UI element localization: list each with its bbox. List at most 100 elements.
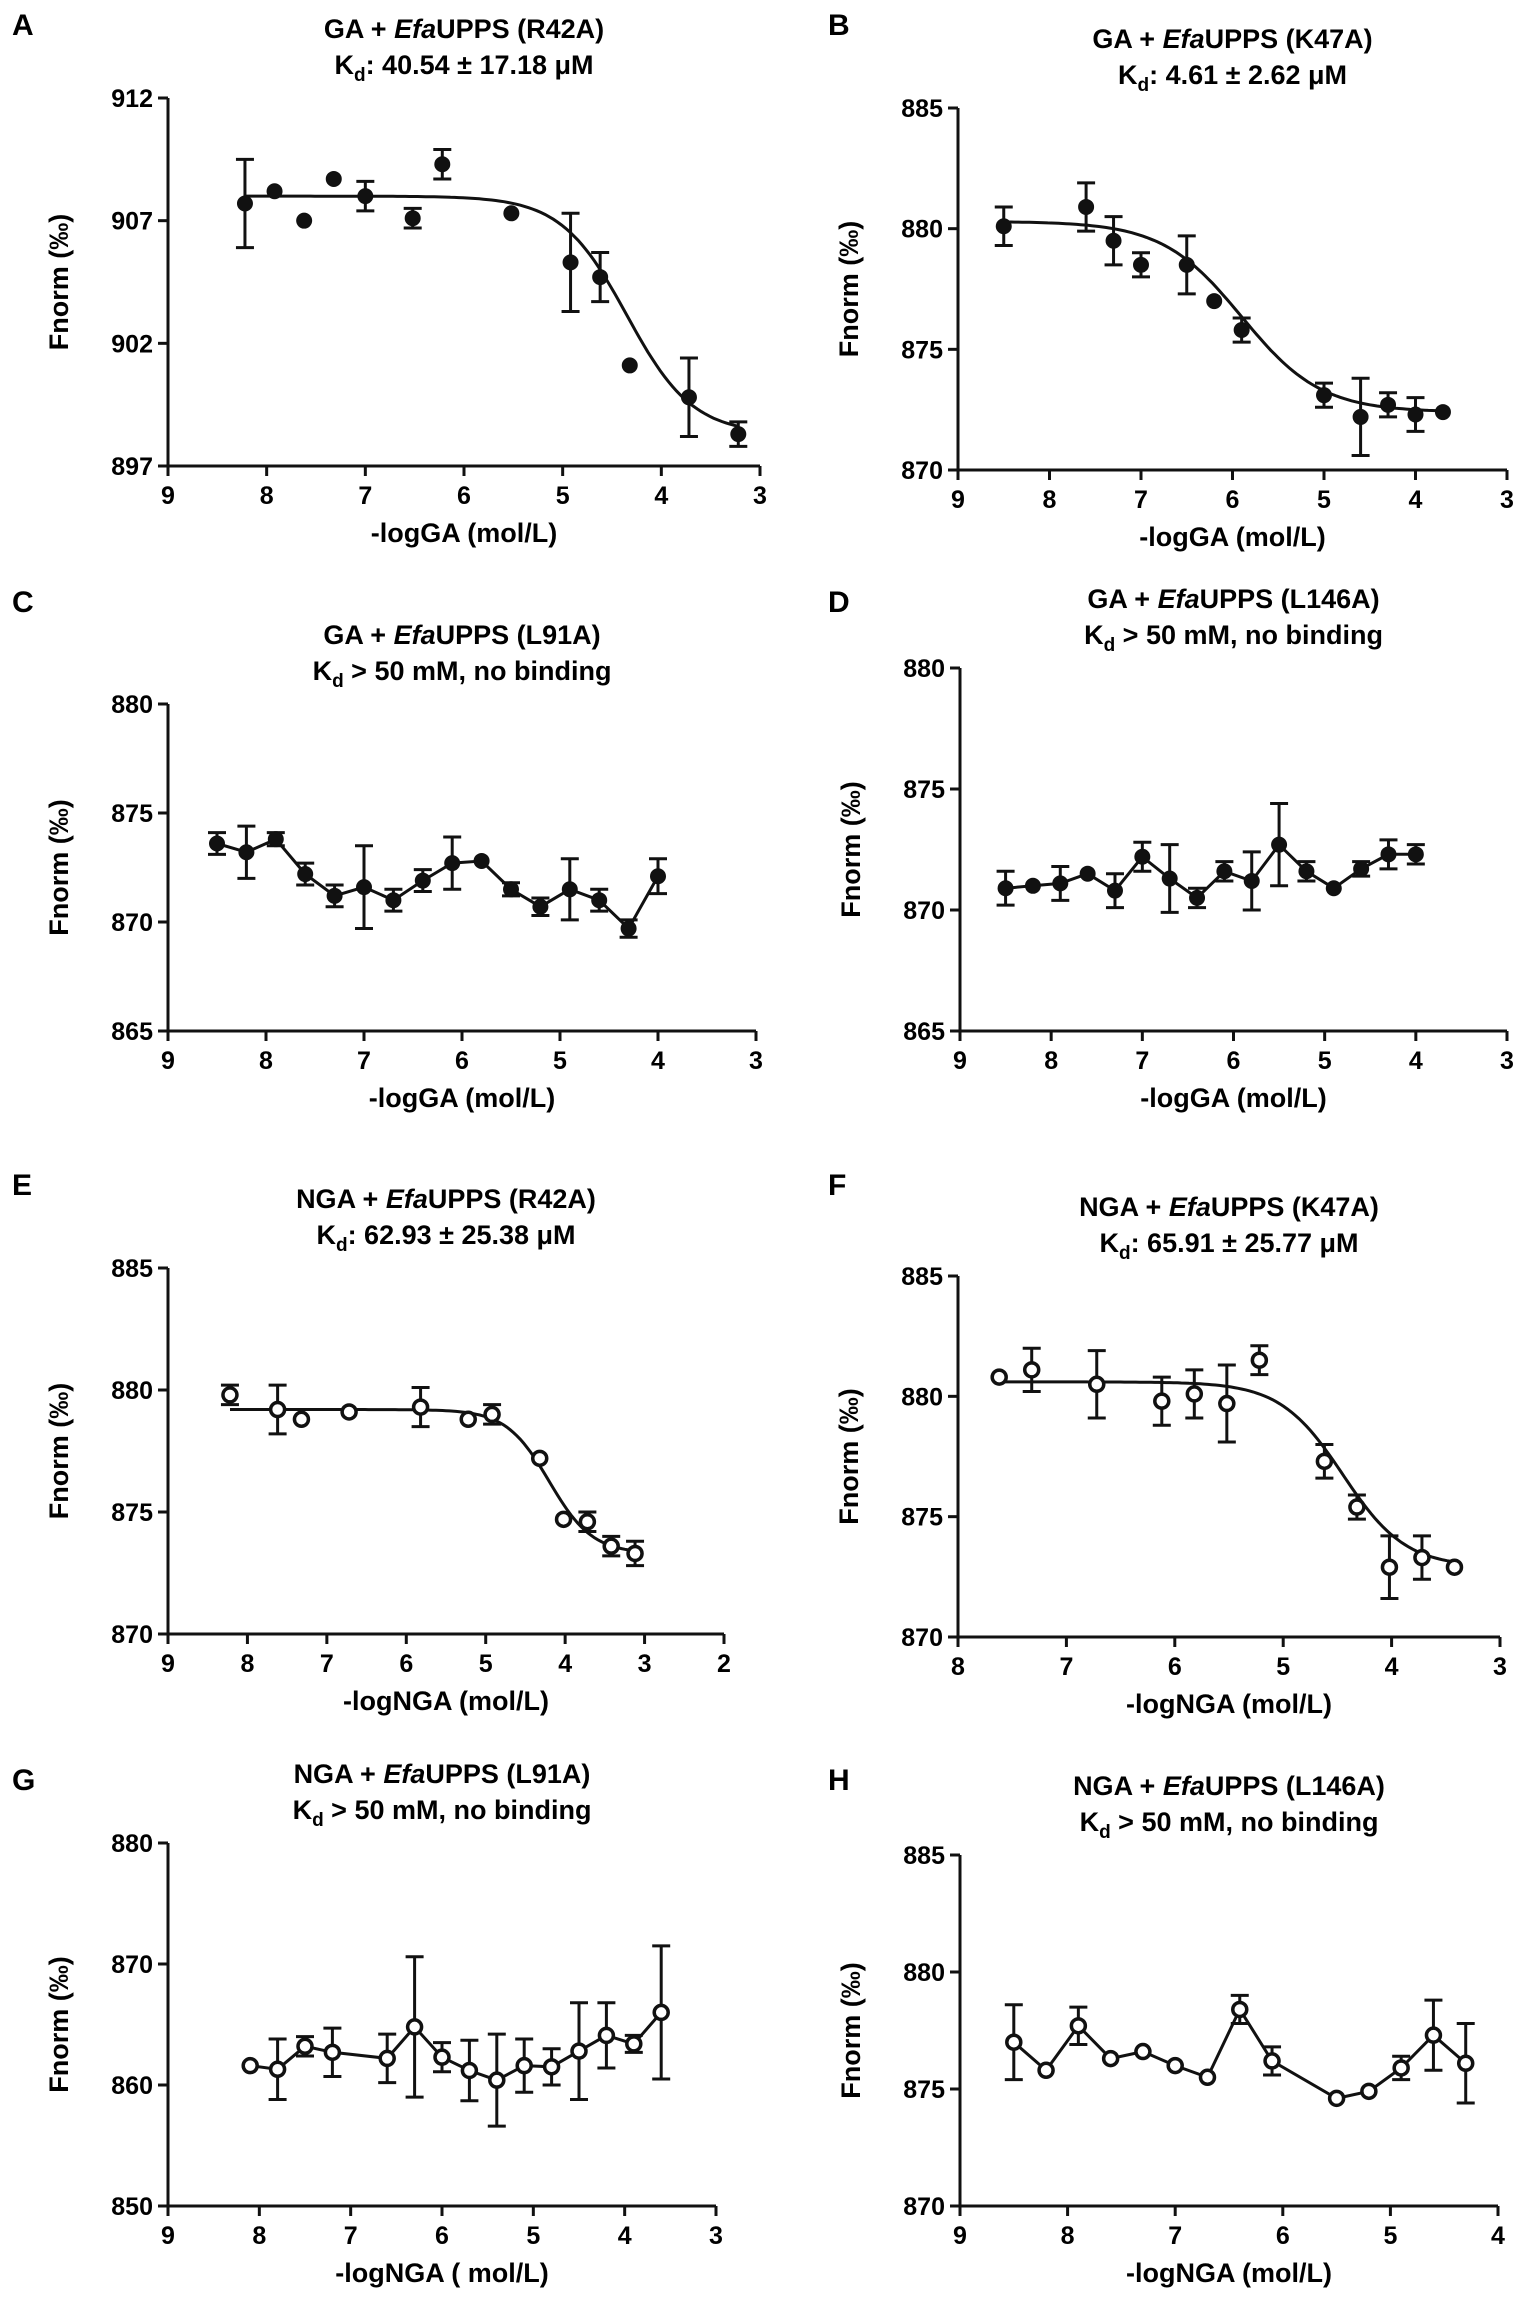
series-line bbox=[1005, 842, 1416, 900]
x-tick-label: 5 bbox=[1383, 2222, 1397, 2250]
data-point bbox=[650, 868, 666, 885]
data-point bbox=[532, 898, 549, 915]
data-point bbox=[621, 357, 638, 374]
data-point bbox=[1153, 1392, 1171, 1410]
y-tick-label: 880 bbox=[111, 691, 153, 719]
x-tick-label: 6 bbox=[455, 1047, 469, 1075]
x-tick-label: 4 bbox=[618, 2222, 632, 2250]
data-point bbox=[434, 156, 451, 173]
y-tick-label: 850 bbox=[111, 2193, 153, 2221]
data-point bbox=[1178, 256, 1195, 273]
x-tick-label: 8 bbox=[1044, 1047, 1058, 1075]
x-tick-label: 8 bbox=[1043, 486, 1057, 514]
data-point bbox=[562, 254, 579, 271]
data-point bbox=[411, 1398, 430, 1416]
data-point bbox=[995, 218, 1012, 235]
y-tick-label: 880 bbox=[111, 1377, 153, 1405]
y-tick-label: 885 bbox=[901, 95, 943, 123]
data-point bbox=[404, 210, 421, 227]
data-point bbox=[385, 892, 402, 909]
x-tick-label: 3 bbox=[753, 482, 767, 510]
data-point bbox=[266, 183, 283, 200]
x-tick-label: 4 bbox=[1491, 2222, 1505, 2250]
x-tick-label: 8 bbox=[252, 2222, 266, 2250]
chart-panel-c: C GA + EfaUPPS (L91A) Kd > 50 mM, no bindi… bbox=[12, 586, 763, 1113]
x-axis-label: -logNGA (mol/L) bbox=[343, 1686, 549, 1716]
y-tick-label: 880 bbox=[901, 1383, 943, 1411]
chart-panel-g: G NGA + EfaUPPS (L91A) Kd > 50 mM, no bind… bbox=[12, 1759, 723, 2288]
x-tick-label: 4 bbox=[1409, 486, 1423, 514]
y-tick-label: 870 bbox=[111, 1621, 153, 1649]
chart-panel-e: E NGA + EfaUPPS (R42A) Kd: 62.93 ± 25.38 μ… bbox=[12, 1169, 731, 1716]
x-tick-label: 5 bbox=[526, 2222, 540, 2250]
data-point bbox=[296, 212, 313, 229]
panel-letter: B bbox=[828, 9, 850, 42]
axes bbox=[958, 1855, 1498, 2208]
series-line bbox=[216, 837, 660, 931]
y-axis-label: Fnorm (‰) bbox=[834, 221, 864, 357]
data-point bbox=[357, 188, 374, 205]
panel-letter: H bbox=[828, 1764, 850, 1797]
y-tick-label: 907 bbox=[111, 208, 153, 236]
x-tick-label: 3 bbox=[1500, 1047, 1514, 1075]
data-point bbox=[459, 1410, 477, 1429]
data-point bbox=[591, 892, 608, 909]
x-tick-label: 7 bbox=[1168, 2222, 1182, 2250]
x-tick-label: 5 bbox=[1318, 1047, 1332, 1075]
x-tick-label: 7 bbox=[357, 1047, 371, 1075]
data-point bbox=[460, 2061, 479, 2080]
chart-title: GA + EfaUPPS (R42A) bbox=[324, 14, 604, 44]
x-tick-label: 6 bbox=[1226, 486, 1240, 514]
data-point bbox=[1456, 2054, 1475, 2073]
data-point bbox=[1134, 848, 1151, 865]
data-point bbox=[268, 1400, 287, 1419]
y-tick-label: 875 bbox=[111, 1499, 153, 1527]
x-tick-label: 5 bbox=[1276, 1653, 1290, 1681]
fit-curve bbox=[230, 1408, 636, 1553]
data-point bbox=[1206, 293, 1223, 310]
x-tick-label: 5 bbox=[556, 482, 570, 510]
data-point bbox=[1133, 256, 1149, 273]
x-tick-label: 6 bbox=[1227, 1047, 1241, 1075]
data-point bbox=[1185, 1385, 1204, 1403]
data-point bbox=[378, 2049, 396, 2068]
data-point bbox=[1413, 1548, 1431, 1567]
data-point bbox=[626, 1544, 644, 1563]
chart-title: GA + EfaUPPS (L146A) bbox=[1087, 584, 1379, 614]
data-point bbox=[1233, 322, 1250, 339]
y-tick-label: 875 bbox=[901, 1504, 943, 1532]
data-point bbox=[1231, 2000, 1249, 2019]
data-point bbox=[1106, 882, 1123, 899]
data-point bbox=[326, 887, 343, 904]
y-tick-label: 870 bbox=[111, 1951, 153, 1979]
data-point bbox=[1407, 846, 1424, 863]
axes bbox=[958, 668, 1507, 1033]
fit-curve bbox=[245, 194, 739, 428]
axes bbox=[166, 1268, 724, 1636]
data-point bbox=[473, 852, 490, 869]
y-axis-label: Fnorm (‰) bbox=[44, 799, 74, 935]
data-point bbox=[1198, 2068, 1217, 2087]
data-point bbox=[292, 1410, 311, 1429]
x-tick-label: 6 bbox=[1276, 2222, 1290, 2250]
x-tick-label: 9 bbox=[953, 1047, 967, 1075]
data-point bbox=[597, 2026, 616, 2045]
chart-title: NGA + EfaUPPS (R42A) bbox=[296, 1184, 596, 1214]
data-point bbox=[625, 2035, 643, 2053]
y-tick-label: 860 bbox=[111, 2072, 153, 2100]
x-tick-label: 9 bbox=[161, 1047, 175, 1075]
data-point bbox=[1407, 406, 1424, 423]
chart-subtitle: Kd: 4.61 ± 2.62 μM bbox=[1118, 60, 1347, 96]
data-point bbox=[268, 2060, 287, 2079]
axes bbox=[166, 98, 760, 468]
data-point bbox=[1298, 863, 1315, 880]
axes bbox=[166, 704, 756, 1033]
data-point bbox=[1105, 232, 1122, 249]
y-tick-label: 865 bbox=[903, 1018, 945, 1046]
data-point bbox=[1316, 387, 1332, 404]
y-tick-label: 880 bbox=[111, 1830, 153, 1858]
data-point bbox=[578, 1513, 597, 1531]
chart-panel-a: A GA + EfaUPPS (R42A) Kd: 40.54 ± 17.18 μM… bbox=[12, 9, 767, 548]
data-point bbox=[340, 1403, 358, 1421]
data-point bbox=[221, 1386, 239, 1404]
